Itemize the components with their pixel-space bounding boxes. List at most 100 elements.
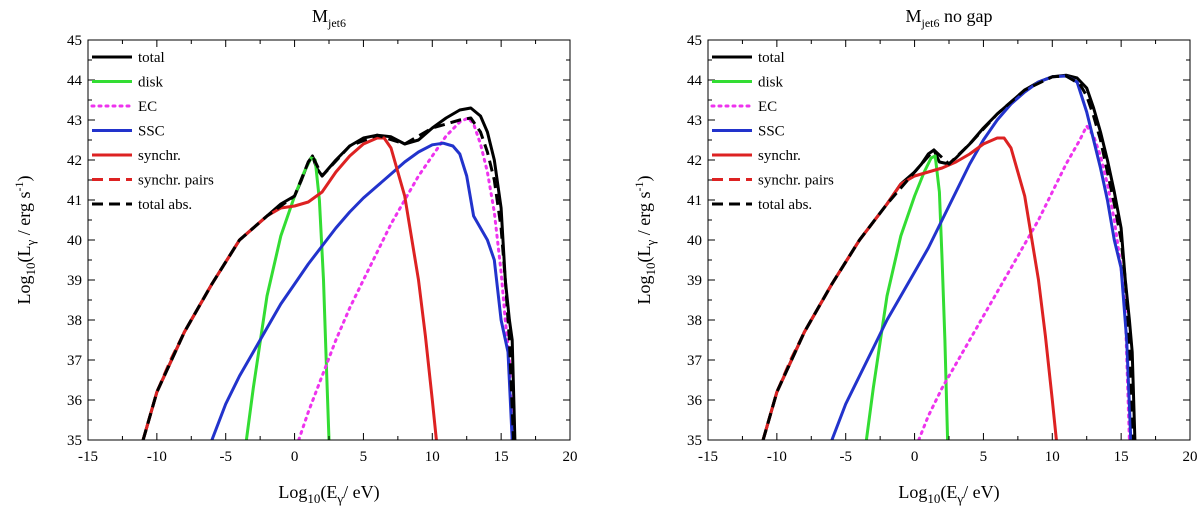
- x-tick-label: -5: [219, 449, 232, 465]
- y-tick-label: 35: [67, 433, 82, 449]
- x-label-sub: 10: [307, 491, 320, 506]
- y-tick-label: 43: [687, 113, 702, 129]
- y-label-mid: (L: [14, 245, 35, 262]
- y-label-prefix: Log: [634, 275, 654, 304]
- series-line-ssc: [210, 141, 514, 440]
- legend-label: total abs.: [138, 197, 192, 213]
- y-tick-label: 44: [687, 73, 703, 89]
- chart-panel-2: -15 -10 -5 0 5 10 15 20 35 36 37 38 39 40 41 42 43 44 45 Mj…: [632, 6, 1198, 506]
- y-tick-label: 36: [67, 393, 83, 409]
- y-tick-label: 41: [687, 193, 702, 209]
- y-tick-label: 43: [67, 113, 82, 129]
- x-label-suffix: / eV): [343, 482, 379, 503]
- series-group: [141, 106, 517, 440]
- y-tick-label: 41: [67, 193, 82, 209]
- y-tick-label: 35: [687, 433, 702, 449]
- x-label-sub: 10: [927, 491, 940, 506]
- series-line-total-abs-: [141, 116, 515, 440]
- y-tick-label: 40: [687, 233, 702, 249]
- legend-label: disk: [758, 75, 784, 91]
- y-tick-label: 37: [687, 353, 703, 369]
- series-line-total: [141, 106, 517, 440]
- x-tick-label: -10: [767, 449, 787, 465]
- series-line-ec: [917, 124, 1131, 440]
- x-tick-label: 20: [1183, 449, 1198, 465]
- y-label-sup: -1: [632, 182, 646, 192]
- x-tick-label: -10: [147, 449, 167, 465]
- legend-label: total: [758, 50, 785, 66]
- x-tick-label: 15: [1114, 449, 1129, 465]
- legend-label: SSC: [758, 124, 785, 140]
- series-line-total-abs-: [761, 74, 1135, 440]
- x-axis-label: Log10(Eγ/ eV): [278, 482, 379, 506]
- legend-label: total abs.: [758, 197, 812, 213]
- y-label-mid: (L: [634, 245, 655, 262]
- x-tick-label: -15: [698, 449, 718, 465]
- chart-title: Mjet6 no gap: [905, 6, 992, 30]
- y-tick-label: 42: [687, 153, 702, 169]
- y-label-mid2: / erg s: [14, 192, 34, 240]
- x-label-suffix: / eV): [963, 482, 999, 503]
- x-label-sub2: γ: [956, 491, 963, 506]
- y-tick-label: 38: [67, 313, 82, 329]
- legend-label: EC: [138, 99, 157, 115]
- y-tick-label: 38: [687, 313, 702, 329]
- x-tick-label: 10: [1045, 449, 1060, 465]
- chart-title: Mjet6: [312, 6, 346, 30]
- x-tick-label: 0: [291, 449, 299, 465]
- y-tick-label: 42: [67, 153, 82, 169]
- y-tick-label: 39: [687, 273, 702, 289]
- x-tick-label: -15: [78, 449, 98, 465]
- x-label-mid: (E: [940, 482, 957, 503]
- y-tick-label: 45: [67, 33, 82, 49]
- x-tick-label: 20: [563, 449, 578, 465]
- series-line-synchr-pairs: [141, 226, 255, 440]
- y-tick-label: 39: [67, 273, 82, 289]
- plot-frame: [87, 39, 571, 441]
- chart-title-sub: jet6: [327, 16, 346, 30]
- chart-title-main: M: [905, 6, 921, 26]
- x-tick-label: -5: [839, 449, 852, 465]
- y-label-suffix: ): [14, 176, 35, 182]
- y-tick-label: 37: [67, 353, 83, 369]
- x-label-prefix: Log: [898, 482, 927, 502]
- legend-label: synchr.: [758, 148, 801, 164]
- y-label-sub: 10: [643, 262, 658, 275]
- x-tick-label: 0: [911, 449, 919, 465]
- legend-label: synchr. pairs: [758, 173, 834, 189]
- legend-label: synchr. pairs: [138, 173, 214, 189]
- y-label-sup: -1: [12, 182, 26, 192]
- series-line-synchr-pairs: [761, 221, 875, 440]
- legend-label: disk: [138, 75, 164, 91]
- x-tick-label: 15: [494, 449, 509, 465]
- y-label-sub2: γ: [23, 239, 38, 246]
- series-line-ec: [297, 116, 514, 440]
- y-tick-label: 40: [67, 233, 82, 249]
- x-axis-label: Log10(Eγ/ eV): [898, 482, 999, 506]
- series-line-ssc: [830, 74, 1133, 440]
- y-tick-label: 45: [687, 33, 702, 49]
- y-label-prefix: Log: [14, 275, 34, 304]
- x-label-mid: (E: [320, 482, 337, 503]
- y-axis-label: Log10(Lγ / erg s-1): [632, 176, 658, 305]
- x-tick-label: 5: [360, 449, 368, 465]
- y-tick-label: 36: [687, 393, 703, 409]
- y-tick-label: 44: [67, 73, 83, 89]
- x-tick-label: 10: [425, 449, 440, 465]
- x-label-prefix: Log: [278, 482, 307, 502]
- legend-label: total: [138, 50, 165, 66]
- series-line-total: [761, 73, 1137, 440]
- x-label-sub2: γ: [336, 491, 343, 506]
- legend: total disk EC SSC synchr. synchr. pairs total …: [90, 50, 214, 213]
- y-axis-label: Log10(Lγ / erg s-1): [12, 176, 38, 305]
- legend-label: EC: [758, 99, 777, 115]
- series-group: [761, 73, 1137, 440]
- legend: total disk EC SSC synchr. synchr. pairs total …: [710, 50, 834, 213]
- chart-panel-1: -15 -10 -5 0 5 10 15 20 35 36 37 38 39 40 41 42 43 44 45 Mj…: [12, 6, 578, 506]
- y-label-mid2: / erg s: [634, 192, 654, 240]
- y-label-suffix: ): [634, 176, 655, 182]
- y-label-sub2: γ: [643, 239, 658, 246]
- x-tick-label: 5: [980, 449, 988, 465]
- legend-label: synchr.: [138, 148, 181, 164]
